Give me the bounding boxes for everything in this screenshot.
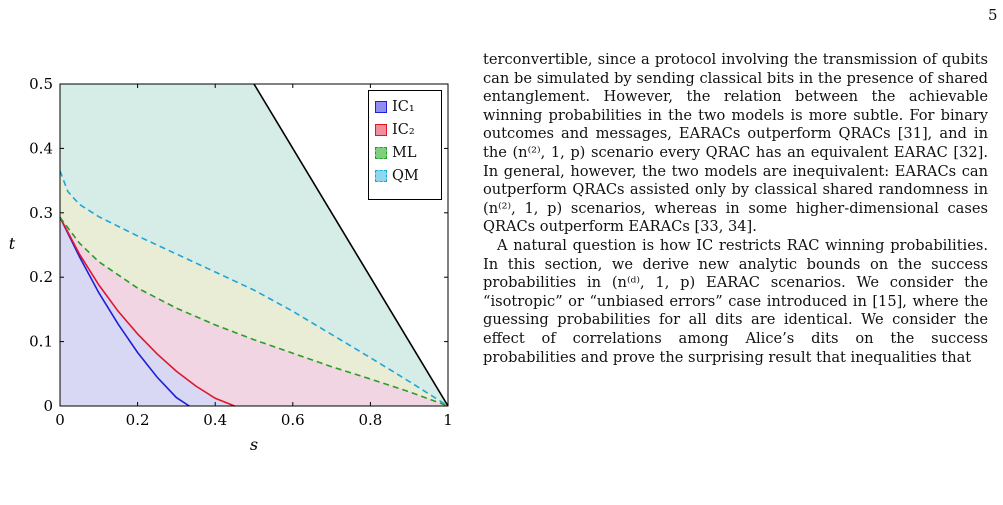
x-tick-label: 0 [55,411,65,429]
ic1-curve [59,216,190,407]
bounds-plot: 0 0.2 0.4 0.6 0.8 1 0 0.1 0.2 0.3 0.4 0.5 s t [9,75,453,454]
y-tick-label: 0.3 [29,204,53,222]
ic1-region [60,217,235,406]
y-axis-label: t [9,234,16,253]
legend-label-ic2: IC₂ [392,121,415,138]
page-cutoff [483,486,1003,505]
x-axis-label: s [250,435,258,454]
text-column: terconvertible, since a protocol involvi… [483,51,988,367]
legend-swatch-ic2 [375,123,387,136]
legend-swatch-qm [375,169,387,182]
qm-curve [59,170,449,407]
x-tick-label: 1 [443,411,453,429]
paragraph: A natural question is how IC restricts R… [483,236,988,366]
legend-item-ic2: IC₂ [375,118,435,141]
y-tick-label: 0.5 [29,75,53,93]
y-tick-label: 0.1 [29,333,53,351]
y-tick-label: 0 [43,397,53,415]
figure: 0 0.2 0.4 0.6 0.8 1 0 0.1 0.2 0.3 0.4 0.5 s t IC₁ IC₂… [0,0,480,505]
legend-item-ml: ML [375,141,435,164]
x-tick-label: 0.2 [126,411,150,429]
legend-label-ml: ML [392,144,417,161]
x-tick-label: 0.4 [203,411,227,429]
ic2-curve [59,216,235,407]
legend-label-ic1: IC₁ [392,98,415,115]
ml-curve [59,216,449,407]
legend: IC₁ IC₂ ML QM [368,90,442,200]
boundary-line [253,83,449,407]
x-tick-label: 0.6 [281,411,305,429]
y-tick-label: 0.4 [29,139,53,157]
y-tick-label: 0.2 [29,268,53,286]
legend-item-qm: QM [375,164,435,187]
legend-label-qm: QM [392,167,419,184]
legend-swatch-ic1 [375,100,387,113]
legend-item-ic1: IC₁ [375,95,435,118]
paragraph: terconvertible, since a protocol involvi… [483,51,988,236]
x-tick-label: 0.8 [358,411,382,429]
page-number: 5 [988,6,998,24]
legend-swatch-ml [375,146,387,159]
plot-frame [59,83,449,407]
